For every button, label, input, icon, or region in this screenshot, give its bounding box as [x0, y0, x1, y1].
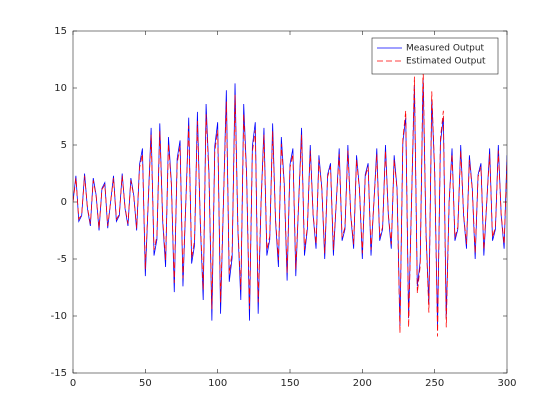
- x-tick-label: 200: [353, 378, 372, 389]
- y-tick-label: 5: [61, 140, 67, 151]
- x-tick-label: 150: [280, 378, 299, 389]
- legend-label: Estimated Output: [406, 57, 486, 67]
- series-line: [73, 65, 507, 337]
- x-tick-label: 50: [139, 378, 152, 389]
- legend-label: Measured Output: [406, 44, 485, 54]
- y-tick-label: 10: [54, 83, 67, 94]
- y-tick-label: -5: [57, 254, 67, 265]
- x-tick-label: 0: [70, 378, 76, 389]
- legend-box: [371, 37, 499, 75]
- x-tick-label: 300: [497, 378, 516, 389]
- y-tick-label: -10: [51, 311, 67, 322]
- x-tick-label: 100: [208, 378, 227, 389]
- x-tick-label: 250: [425, 378, 444, 389]
- y-tick-label: 15: [54, 26, 67, 37]
- y-tick-label: -15: [51, 368, 67, 379]
- y-tick-label: 0: [61, 197, 67, 208]
